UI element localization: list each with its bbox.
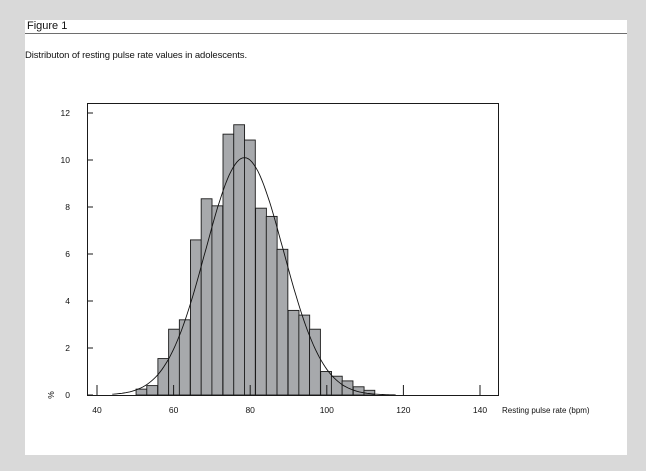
y-tick-label: 6 — [65, 249, 70, 259]
histogram-bar — [157, 358, 170, 396]
x-tick-label: 100 — [320, 405, 334, 415]
histogram-bar — [222, 133, 235, 396]
y-tick-label: 2 — [65, 343, 70, 353]
figure-label: Figure 1 — [27, 20, 68, 32]
histogram-bar — [233, 124, 246, 396]
normal-fit-curve — [112, 157, 396, 396]
y-tick-label: 4 — [65, 296, 70, 306]
plot-frame — [87, 103, 499, 396]
x-tick-label: 120 — [396, 405, 410, 415]
histogram-bars — [135, 124, 376, 396]
histogram-bar — [255, 207, 267, 396]
histogram-bar — [330, 375, 343, 396]
x-axis-label: Resting pulse rate (bpm) — [502, 406, 590, 415]
x-axis: 40 60 80 100 120 140 — [92, 385, 487, 415]
histogram-bar — [200, 198, 213, 396]
y-axis: 0 2 4 6 8 10 12 — [61, 108, 93, 400]
y-tick-label: 12 — [61, 108, 71, 118]
histogram-bar — [211, 205, 224, 396]
x-tick-label: 80 — [245, 405, 255, 415]
histogram-bar — [135, 388, 148, 396]
y-axis-label: % — [46, 391, 56, 399]
histogram-bar — [287, 309, 300, 396]
histogram-bar — [276, 248, 289, 396]
x-tick-label: 60 — [169, 405, 179, 415]
histogram-bar — [190, 239, 202, 396]
x-tick-label: 140 — [473, 405, 487, 415]
histogram-bar — [244, 139, 256, 396]
histogram-bar — [146, 385, 159, 396]
y-tick-label: 10 — [61, 155, 71, 165]
header-rule — [25, 33, 627, 34]
histogram-bar — [320, 371, 332, 396]
x-tick-label: 40 — [92, 405, 102, 415]
y-tick-label: 0 — [65, 390, 70, 400]
histogram-bar — [298, 314, 311, 396]
figure-caption: Distributon of resting pulse rate values… — [25, 50, 247, 61]
histogram-bar — [265, 215, 278, 396]
y-tick-label: 8 — [65, 202, 70, 212]
